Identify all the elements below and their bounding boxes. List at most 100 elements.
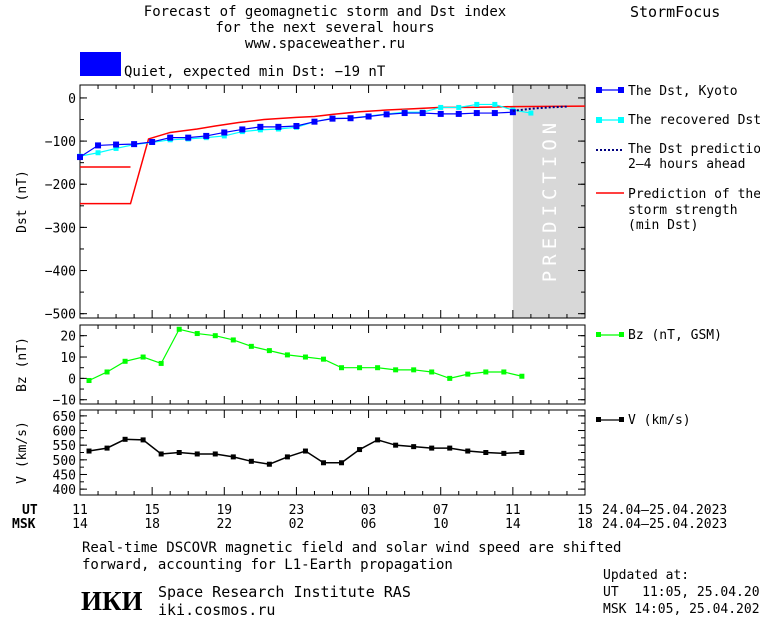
dst-kyoto-point bbox=[167, 134, 174, 141]
legend-bz-swatch bbox=[596, 332, 601, 337]
y-axis-label: V (km/s) bbox=[15, 421, 30, 484]
msk-tick-label: 22 bbox=[216, 517, 232, 532]
dst-kyoto-point bbox=[131, 141, 138, 148]
legend-dst-kyoto-swatch bbox=[618, 87, 624, 93]
dst-kyoto-point bbox=[203, 132, 210, 139]
speed-point bbox=[158, 451, 164, 457]
speed-point bbox=[483, 450, 489, 455]
legend-prediction-label: The Dst prediction bbox=[628, 142, 760, 157]
y-tick-label: 650 bbox=[53, 410, 76, 425]
dst-kyoto-point bbox=[221, 129, 228, 136]
speed-point bbox=[447, 445, 453, 451]
logo-text: ИКИ bbox=[81, 586, 142, 615]
msk-tick-label: 02 bbox=[289, 517, 305, 532]
recovered-dst-point bbox=[528, 110, 534, 116]
footer-note-line-2: forward, accounting for L1‐Earth propaga… bbox=[82, 557, 453, 573]
status-text: Quiet, expected min Dst: −19 nT bbox=[124, 64, 386, 80]
prediction-area bbox=[512, 85, 585, 318]
dst-prediction-line bbox=[512, 105, 568, 112]
recovered-dst-point bbox=[113, 145, 119, 151]
status-indicator bbox=[80, 52, 121, 76]
prediction-label: PREDICTION bbox=[539, 118, 561, 282]
y-tick-label: 600 bbox=[53, 425, 76, 440]
speed-point bbox=[339, 460, 345, 466]
dst-kyoto-point bbox=[383, 111, 390, 118]
updated-msk: MSK 14:05, 25.04.2023 bbox=[603, 602, 760, 617]
bz-point bbox=[86, 378, 92, 384]
panel-frame bbox=[79, 324, 586, 405]
speed-point bbox=[465, 448, 471, 454]
bz-point bbox=[284, 352, 290, 358]
msk-tick-label: 14 bbox=[505, 517, 521, 532]
msk-tick-label: 06 bbox=[361, 517, 377, 532]
msk-axis-label: MSK bbox=[12, 517, 36, 532]
dst-kyoto-point bbox=[347, 115, 354, 122]
speed-point bbox=[86, 448, 92, 454]
speed-point bbox=[140, 437, 146, 443]
ut-tick-label: 07 bbox=[433, 503, 449, 518]
dst-kyoto-point bbox=[311, 118, 318, 125]
ut-tick-label: 15 bbox=[144, 503, 160, 518]
y-tick-label: 400 bbox=[53, 483, 76, 498]
institute-website[interactable]: iki.cosmos.ru bbox=[158, 601, 276, 619]
speed-point bbox=[176, 450, 182, 455]
recovered-dst-point bbox=[221, 133, 227, 139]
y-tick-label: −100 bbox=[45, 135, 76, 150]
dst-kyoto-point bbox=[473, 110, 480, 117]
dst-kyoto-point bbox=[257, 123, 264, 130]
speed-point bbox=[357, 447, 363, 453]
legend-storm-strength-label: storm strength bbox=[628, 203, 738, 218]
recovered-dst-point bbox=[474, 101, 480, 107]
ut-tick-label: 19 bbox=[216, 503, 232, 518]
legend-dst-kyoto-swatch bbox=[596, 87, 602, 93]
speed-point bbox=[104, 445, 110, 451]
y-tick-label: 20 bbox=[60, 330, 76, 345]
legend-recovered-label: The recovered Dst bbox=[628, 113, 760, 128]
chart-title-line-3: www.spaceweather.ru bbox=[244, 36, 406, 52]
bz-point bbox=[194, 331, 200, 337]
dst-kyoto-point bbox=[509, 109, 516, 116]
dst-kyoto-point bbox=[239, 126, 246, 133]
recovered-dst-point bbox=[95, 150, 101, 156]
dst-kyoto-point bbox=[437, 110, 444, 117]
y-tick-label: 550 bbox=[53, 439, 76, 454]
y-tick-label: 500 bbox=[53, 454, 76, 469]
y-tick-label: −500 bbox=[45, 308, 76, 323]
footer-note-line-1: Real‐time DSCOVR magnetic field and sola… bbox=[82, 540, 622, 556]
dst-kyoto-point bbox=[77, 154, 83, 161]
iki-logo: ИКИ bbox=[80, 585, 143, 616]
y-tick-label: −10 bbox=[53, 394, 76, 409]
chart-title-line-1: Forecast of geomagnetic storm and Dst in… bbox=[143, 4, 507, 20]
ut-tick-label: 23 bbox=[289, 503, 305, 518]
updated-label: Updated at: bbox=[603, 568, 690, 583]
speed-point bbox=[230, 454, 236, 460]
bz-point bbox=[447, 375, 453, 381]
chart-title-line-2: for the next several hours bbox=[215, 20, 435, 36]
bz-point bbox=[339, 365, 345, 371]
dst-kyoto-point bbox=[185, 134, 192, 141]
dst-kyoto-point bbox=[329, 115, 336, 122]
dst-kyoto-point bbox=[95, 142, 102, 149]
dst-kyoto-point bbox=[419, 110, 426, 117]
bz-point bbox=[302, 354, 308, 360]
y-tick-label: −400 bbox=[45, 265, 76, 280]
ut-tick-label: 11 bbox=[72, 503, 88, 518]
brand-name: StormFocus bbox=[630, 3, 721, 21]
recovered-dst-line bbox=[79, 103, 531, 157]
dst-kyoto-point bbox=[293, 122, 300, 129]
dst-kyoto-point bbox=[113, 141, 120, 148]
speed-point bbox=[212, 451, 218, 457]
legend-storm-strength-label: Prediction of the bbox=[628, 187, 760, 202]
ut-axis-label: UT bbox=[22, 503, 38, 518]
speed-point bbox=[122, 436, 128, 442]
bz-point bbox=[501, 369, 507, 375]
bz-point bbox=[393, 367, 399, 373]
bz-point bbox=[122, 358, 128, 364]
msk-tick-label: 14 bbox=[72, 517, 88, 532]
msk-date-range: 24.04—25.04.2023 bbox=[602, 517, 727, 532]
dst-kyoto-point bbox=[275, 123, 282, 130]
dst-kyoto-point bbox=[491, 110, 498, 117]
legend-prediction-label: 2—4 hours ahead bbox=[628, 157, 745, 172]
bz-point bbox=[357, 365, 363, 371]
